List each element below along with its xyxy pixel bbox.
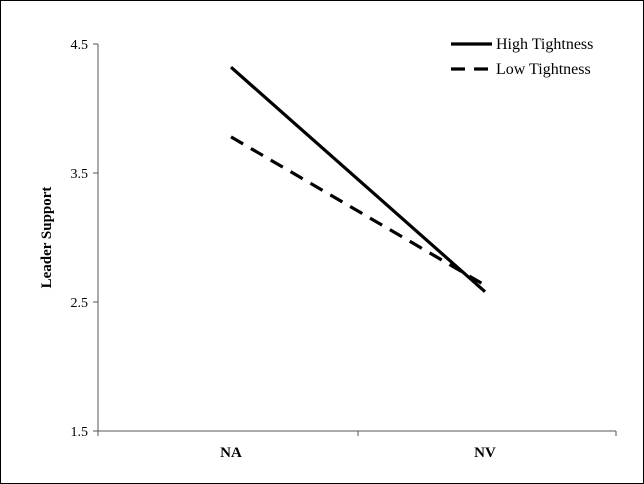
y-tick-label: 4.5 bbox=[71, 38, 89, 53]
x-category-label: NV bbox=[474, 445, 496, 461]
y-tick-label: 3.5 bbox=[71, 167, 89, 182]
x-category-label: NA bbox=[220, 445, 242, 461]
legend-label: Low Tightness bbox=[496, 61, 591, 78]
y-tick-label: 1.5 bbox=[71, 425, 89, 440]
legend-label: High Tightness bbox=[496, 36, 593, 53]
series-lines bbox=[229, 66, 487, 293]
axes: 1.5 2.5 3.5 4.5 NA NV Leader Support bbox=[39, 38, 617, 461]
series-line-high-tightness bbox=[229, 66, 487, 293]
series-line-low-tightness bbox=[230, 135, 486, 287]
y-tick-label: 2.5 bbox=[71, 296, 89, 311]
legend: High Tightness Low Tightness bbox=[451, 36, 593, 78]
y-axis-title: Leader Support bbox=[39, 187, 55, 289]
